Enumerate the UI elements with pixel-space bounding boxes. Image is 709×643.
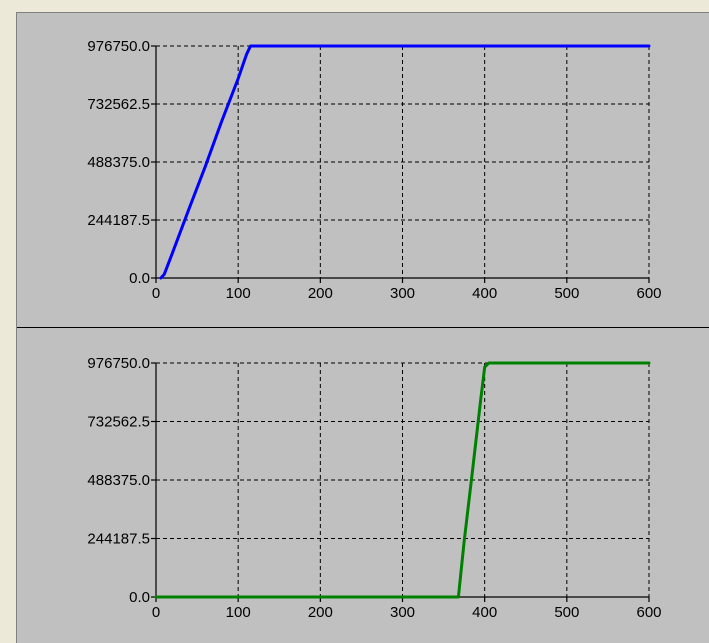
- x-tick-label: 0: [152, 604, 160, 621]
- x-tick-label: 500: [554, 604, 579, 621]
- x-tick-label: 200: [308, 604, 333, 621]
- y-tick-label: 976750.0: [87, 38, 150, 55]
- y-tick-label: 488375.0: [87, 472, 150, 489]
- y-tick-label: 0.0: [129, 589, 150, 606]
- y-tick-label: 0.0: [129, 270, 150, 287]
- chart-panel-2: 0 100 200 300 400 500 600 0.0 244187.5 488375.0 73…: [87, 355, 661, 621]
- charts-svg: 0 100 200 300 400 500 600 0.0 244187.5 488375.0 73…: [17, 13, 709, 643]
- y-tick-label: 488375.0: [87, 154, 150, 171]
- y-tick-label: 244187.5: [87, 531, 150, 548]
- y-tick-label: 732562.5: [87, 414, 150, 431]
- x-tick-label: 0: [152, 285, 160, 302]
- y-tick-label: 732562.5: [87, 96, 150, 113]
- x-tick-label: 600: [636, 285, 661, 302]
- x-tick-label: 300: [390, 285, 415, 302]
- y-tick-label: 244187.5: [87, 212, 150, 229]
- x-tick-label: 300: [390, 604, 415, 621]
- y-tick-label: 976750.0: [87, 355, 150, 372]
- series-line-1: [159, 44, 651, 280]
- chart-panel-1: 0 100 200 300 400 500 600 0.0 244187.5 488375.0 73…: [87, 38, 661, 302]
- x-tick-label: 100: [226, 285, 251, 302]
- x-tick-label: 400: [472, 285, 497, 302]
- x-tick-label: 200: [308, 285, 333, 302]
- figure-area: 0 100 200 300 400 500 600 0.0 244187.5 488375.0 73…: [16, 12, 709, 643]
- x-tick-label: 500: [554, 285, 579, 302]
- series-line-2: [154, 361, 651, 599]
- x-tick-label: 100: [226, 604, 251, 621]
- x-tick-label: 600: [636, 604, 661, 621]
- x-tick-label: 400: [472, 604, 497, 621]
